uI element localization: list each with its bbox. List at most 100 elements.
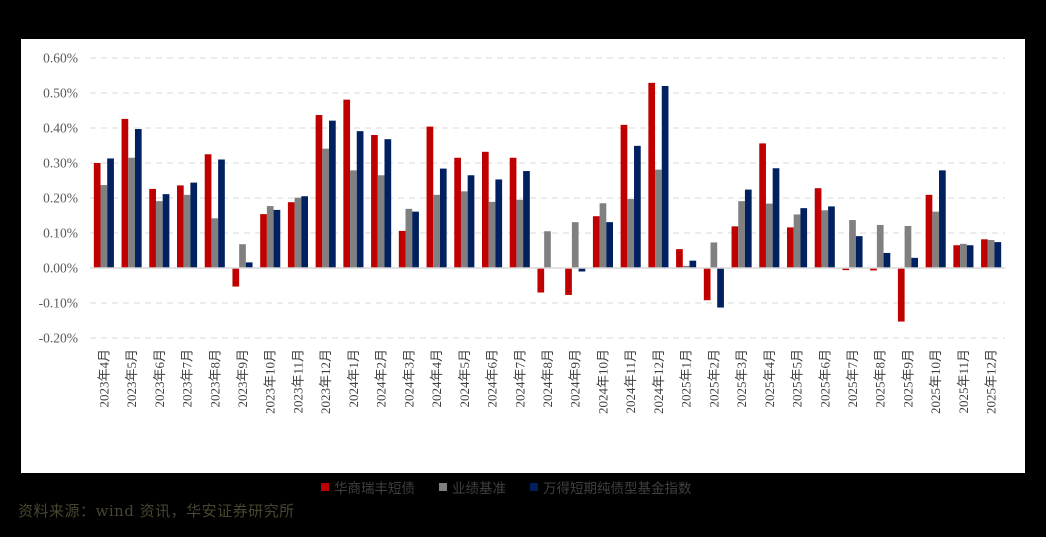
bar [100,185,108,268]
bar [793,214,801,268]
bar [315,115,323,268]
bar [661,86,669,268]
bar [245,262,253,268]
bar [682,265,690,268]
bar [606,222,614,268]
bar [155,201,163,268]
bar [772,168,780,268]
x-tick-label: 2023年8月 [207,349,222,408]
bar [960,243,967,268]
bar [495,179,503,268]
bar [744,189,752,268]
bar [544,231,551,268]
x-tick-label: 2024年2月 [374,349,389,408]
x-axis-ticks: 2023年4月 2023年5月 2023年6月 2023年7月 2023年8月 2023年… [96,349,998,414]
x-tick-label: 2024年10月 [595,349,610,414]
x-tick-label: 2024年3月 [401,349,416,408]
bar [433,194,440,268]
bar [287,202,295,268]
x-tick-label: 2024年6月 [485,349,500,408]
bar [655,169,662,268]
y-tick-label: 0.30% [43,156,78,171]
bar [676,249,683,268]
bar [467,175,475,268]
bar [232,268,240,287]
bar [904,226,912,268]
x-tick-label: 2025年4月 [762,349,777,408]
bar [454,157,461,268]
bar [738,201,745,268]
bar [134,129,142,268]
bar-chart: 0.60% 0.50% 0.40% 0.30% 0.20% 0.10% 0.00% -0.10… [39,51,1005,414]
y-tick-label: -0.20% [39,331,78,346]
legend-label: 万得短期纯债型基金指数 [543,481,692,497]
gridlines [90,57,1005,339]
bar [911,257,919,268]
x-tick-label: 2025年9月 [900,349,915,408]
bar [516,199,524,268]
bar [987,240,995,268]
x-tick-label: 2024年4月 [429,349,444,408]
legend-item-benchmark: 业绩基准 [439,477,506,497]
bar [377,175,385,268]
bar [876,224,884,268]
bar [273,209,281,268]
bar [509,157,517,268]
bar [481,151,489,268]
legend-swatch-red-icon [321,483,329,491]
bar [405,208,413,268]
x-tick-label: 2024年1月 [346,349,361,408]
bar [350,170,357,268]
bar [599,203,607,268]
bar-series [93,82,1002,322]
bar [128,157,135,268]
bar [800,208,808,268]
bar [322,148,330,268]
x-tick-label: 2023年5月 [124,349,139,408]
y-tick-label: 0.50% [43,86,78,101]
bar [710,242,718,268]
bar [183,194,191,268]
x-tick-label: 2024年5月 [457,349,472,408]
bar [426,126,434,268]
source-note: 资料来源：wind 资讯，华安证券研究所 [18,502,295,520]
bar [883,252,891,268]
x-tick-label: 2025年2月 [706,349,721,408]
bar [176,185,184,268]
bar [190,182,198,268]
bar [239,244,246,268]
bar [384,139,392,268]
y-tick-label: 0.40% [43,121,78,136]
bar [162,194,170,268]
bar [565,268,572,295]
bar [523,171,530,268]
x-tick-label: 2025年11月 [956,349,971,414]
x-tick-label: 2025年7月 [845,349,860,408]
x-tick-label: 2023年9月 [235,349,250,408]
x-tick-label: 2023年12月 [318,349,333,414]
bar [828,206,835,268]
bar [93,163,101,268]
bar [592,216,600,268]
y-tick-label: 0.10% [43,226,78,241]
x-tick-label: 2025年10月 [928,349,943,414]
bar [121,118,129,269]
bar [211,218,219,268]
bar [849,220,856,268]
bar [412,211,419,268]
bar [627,199,635,268]
bar [981,239,988,268]
x-tick-label: 2023年11月 [290,349,305,414]
x-tick-label: 2025年3月 [734,349,749,408]
bar [966,245,974,268]
x-tick-label: 2024年8月 [540,349,555,408]
bar [107,158,114,268]
x-tick-label: 2023年4月 [96,349,111,408]
bar [460,191,468,268]
y-tick-label: 0.20% [43,191,78,206]
bar [994,242,1002,268]
x-tick-label: 2024年7月 [512,349,527,408]
x-tick-label: 2025年5月 [790,349,805,408]
bar [925,194,933,268]
legend-item-index: 万得短期纯债型基金指数 [530,477,692,497]
